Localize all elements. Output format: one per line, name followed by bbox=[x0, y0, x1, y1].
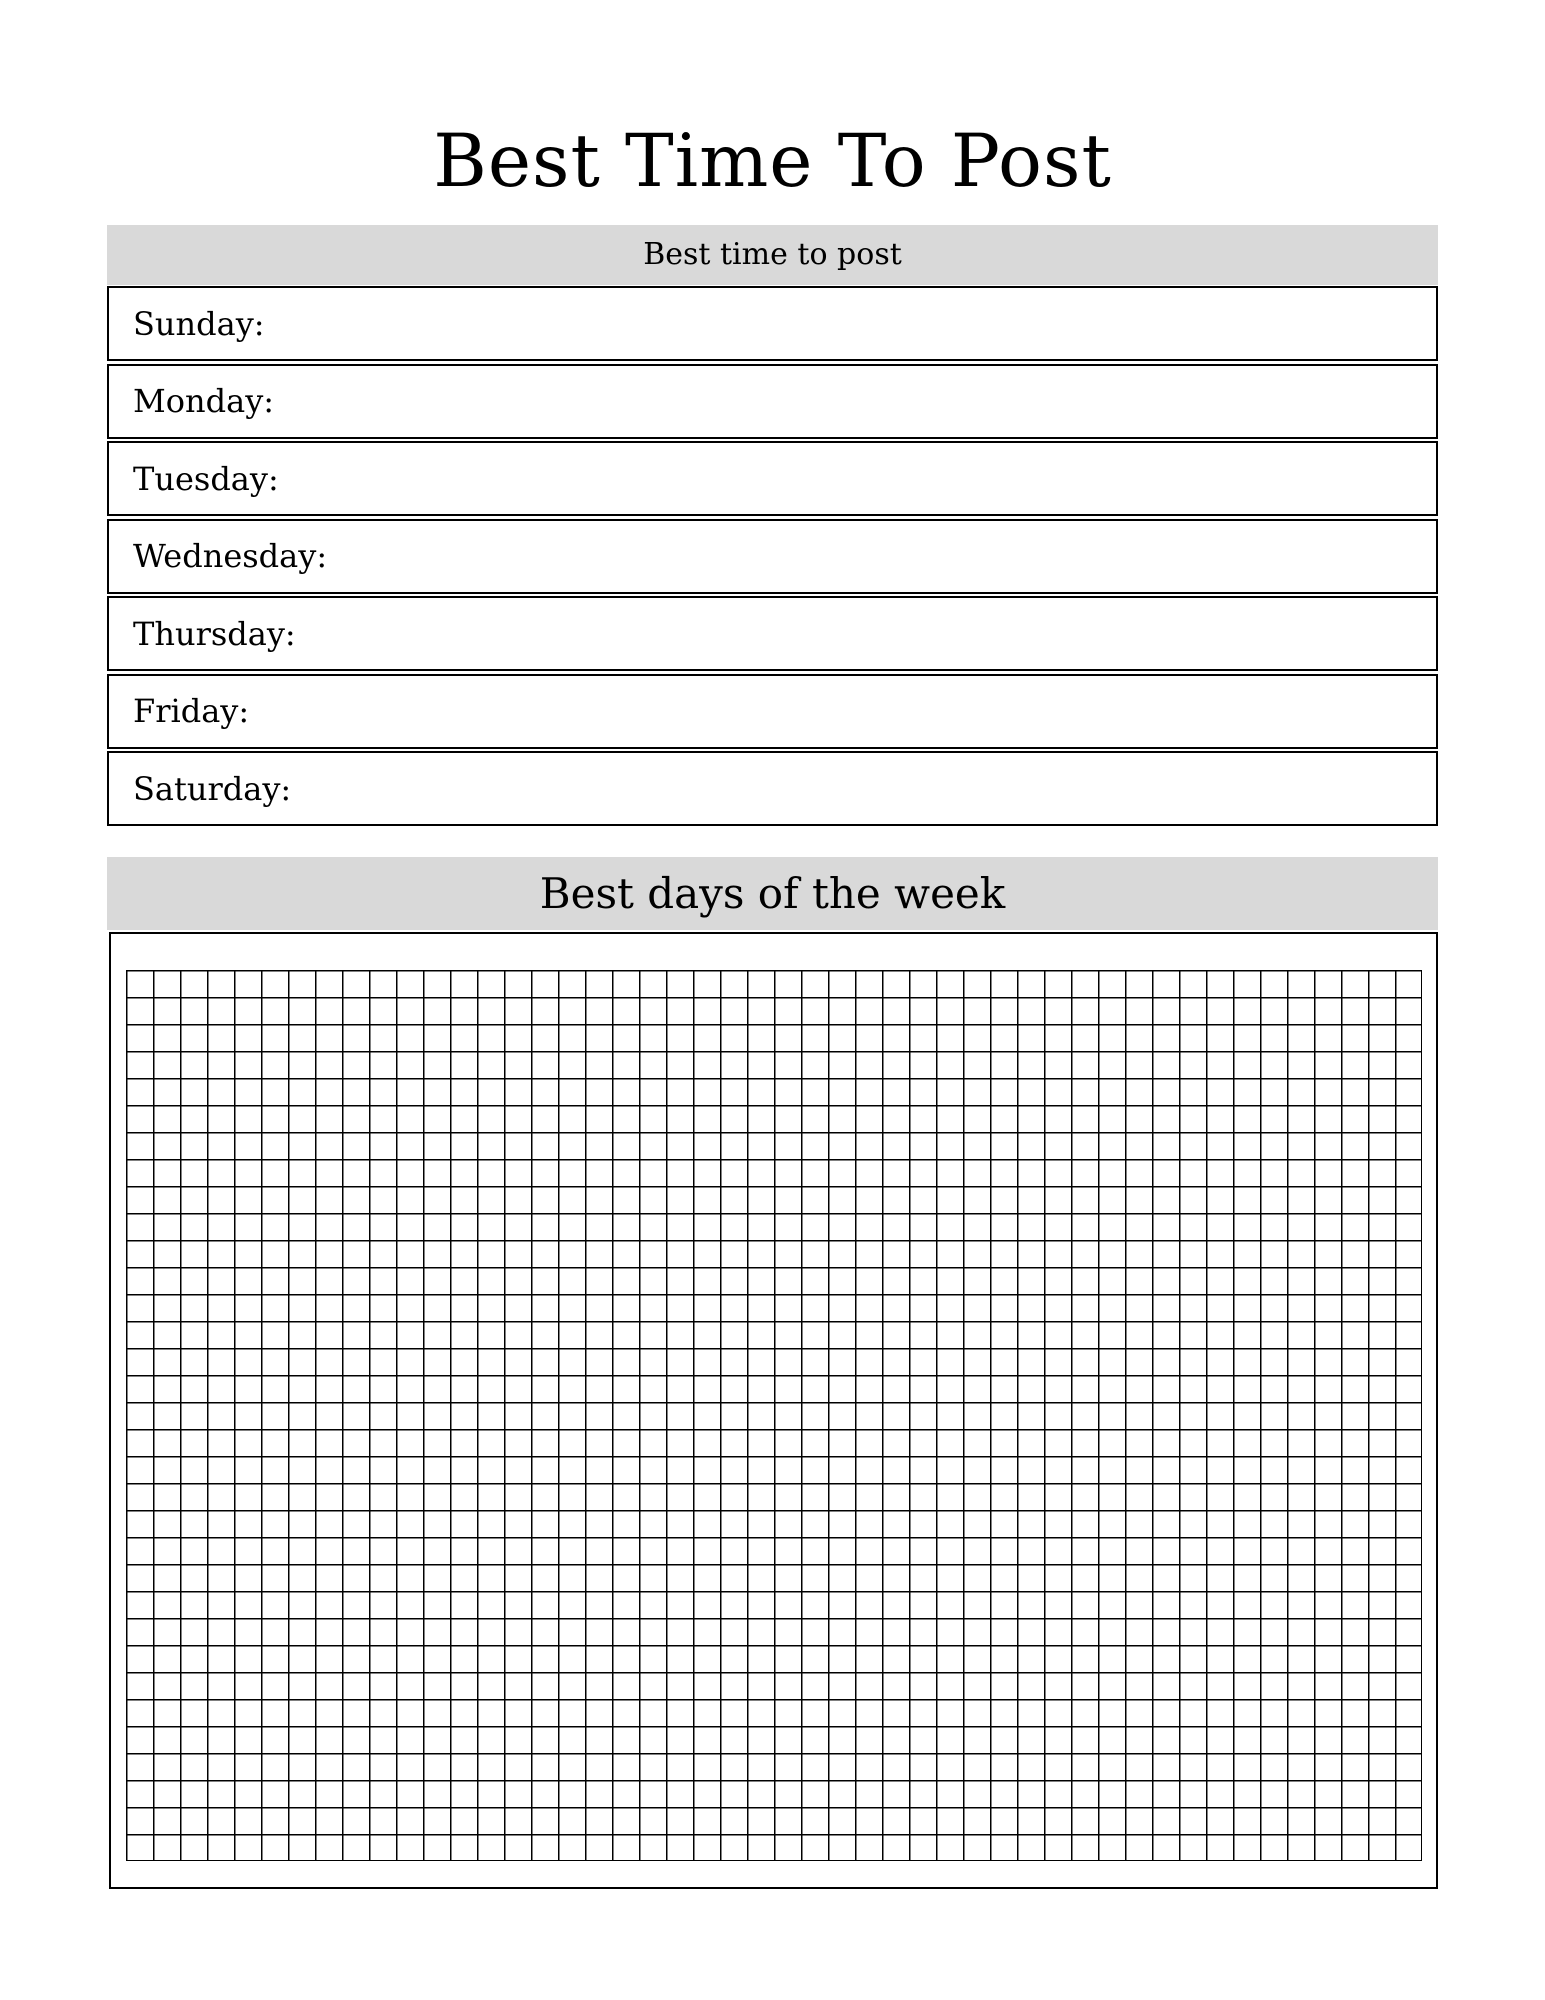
day-label: Wednesday: bbox=[133, 537, 328, 575]
best-days-grid-box bbox=[109, 932, 1438, 1889]
day-row-friday[interactable]: Friday: bbox=[107, 673, 1438, 749]
page-title: Best Time To Post bbox=[433, 119, 1112, 204]
day-label: Friday: bbox=[133, 692, 250, 730]
best-time-section-header: Best time to post bbox=[107, 225, 1438, 285]
day-row-tuesday[interactable]: Tuesday: bbox=[107, 441, 1438, 516]
day-row-saturday[interactable]: Saturday: bbox=[107, 751, 1438, 826]
day-label: Tuesday: bbox=[133, 459, 279, 498]
day-label: Saturday: bbox=[133, 769, 292, 808]
best-days-section-header: Best days of the week bbox=[107, 857, 1438, 930]
day-row-monday[interactable]: Monday: bbox=[107, 363, 1438, 439]
day-row-thursday[interactable]: Thursday: bbox=[107, 596, 1438, 671]
best-time-table: Sunday: Monday: Tuesday: Wednesday: Thur… bbox=[107, 286, 1438, 829]
grid-paper bbox=[126, 970, 1422, 1861]
day-row-sunday[interactable]: Sunday: bbox=[107, 286, 1438, 361]
day-label: Thursday: bbox=[133, 614, 296, 653]
day-label: Sunday: bbox=[133, 304, 265, 343]
day-label: Monday: bbox=[133, 382, 275, 420]
day-row-wednesday[interactable]: Wednesday: bbox=[107, 518, 1438, 594]
